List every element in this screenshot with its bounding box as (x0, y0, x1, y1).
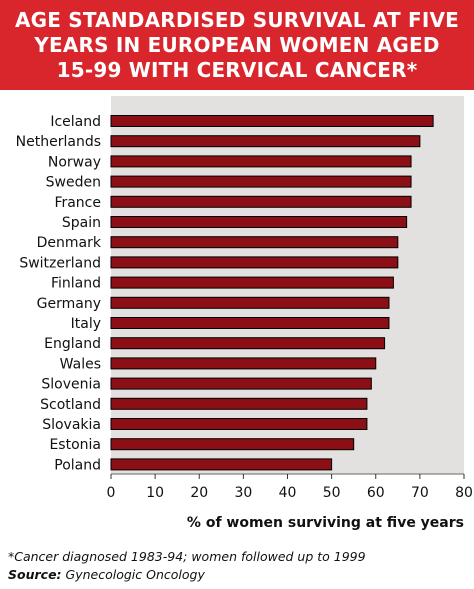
x-tick-label: 30 (234, 485, 252, 501)
chart-title-line-3: 15-99 WITH CERVICAL CANCER* (56, 57, 418, 82)
x-tick-label: 0 (107, 485, 116, 501)
category-label: Sweden (46, 175, 101, 191)
chart-title-line-2: YEARS IN EUROPEAN WOMEN AGED (34, 32, 440, 57)
category-label: Wales (60, 356, 101, 372)
category-label: Netherlands (16, 134, 101, 150)
bar-france (110, 195, 412, 208)
source-line: Source: Gynecologic Oncology (8, 567, 205, 582)
bar-switzerland (110, 256, 399, 269)
bar-italy (110, 317, 390, 329)
category-label: Germany (37, 296, 101, 312)
bar-iceland (110, 115, 434, 127)
category-label: Slovenia (41, 377, 101, 393)
x-axis-title: % of women surviving at five years (187, 515, 464, 531)
x-tick-label: 10 (146, 485, 164, 501)
bar-estonia (110, 438, 355, 451)
category-label: Switzerland (19, 255, 101, 271)
bar-slovenia (110, 377, 372, 390)
bar-spain (110, 216, 408, 228)
bar-poland (110, 458, 333, 471)
category-label: Estonia (49, 437, 101, 453)
x-tick-label: 20 (190, 485, 208, 501)
bar-scotland (110, 397, 368, 410)
category-label: Iceland (50, 114, 101, 130)
bar-denmark (110, 236, 399, 249)
footnote: *Cancer diagnosed 1983-94; women followe… (8, 549, 366, 564)
source-label: Source: (8, 567, 62, 582)
chart-title-line-1: AGE STANDARDISED SURVIVAL AT FIVE (14, 7, 460, 32)
category-label: Slovakia (42, 417, 101, 433)
category-label: Spain (62, 215, 101, 231)
bar-england (110, 337, 386, 350)
source-text: Gynecologic Oncology (61, 567, 205, 582)
category-label: England (44, 336, 101, 352)
bar-chart: Iceland Netherlands Norway Sweden France Spai… (16, 96, 473, 531)
bar-sweden (110, 175, 412, 188)
category-label: Scotland (40, 397, 101, 413)
x-tick-label: 50 (323, 485, 341, 501)
chart-title-banner: AGE STANDARDISED SURVIVAL AT FIVE YEARS … (0, 0, 474, 90)
category-label: Denmark (37, 235, 102, 251)
x-tick-label: 60 (367, 485, 385, 501)
bar-netherlands (110, 135, 421, 148)
bar-germany (110, 296, 390, 309)
category-label: Italy (71, 316, 101, 332)
category-label: Finland (51, 276, 101, 292)
chart-area: Iceland Netherlands Norway Sweden France Spai… (0, 96, 474, 536)
bar-norway (110, 155, 412, 168)
category-label: Poland (54, 457, 101, 473)
bar-finland (110, 276, 394, 289)
x-tick-label: 40 (279, 485, 297, 501)
x-tick-label: 70 (411, 485, 429, 501)
bar-wales (110, 357, 377, 370)
bar-slovakia (110, 418, 368, 430)
category-label: France (54, 195, 101, 211)
category-label: Norway (48, 154, 101, 170)
x-tick-label: 80 (455, 485, 473, 501)
